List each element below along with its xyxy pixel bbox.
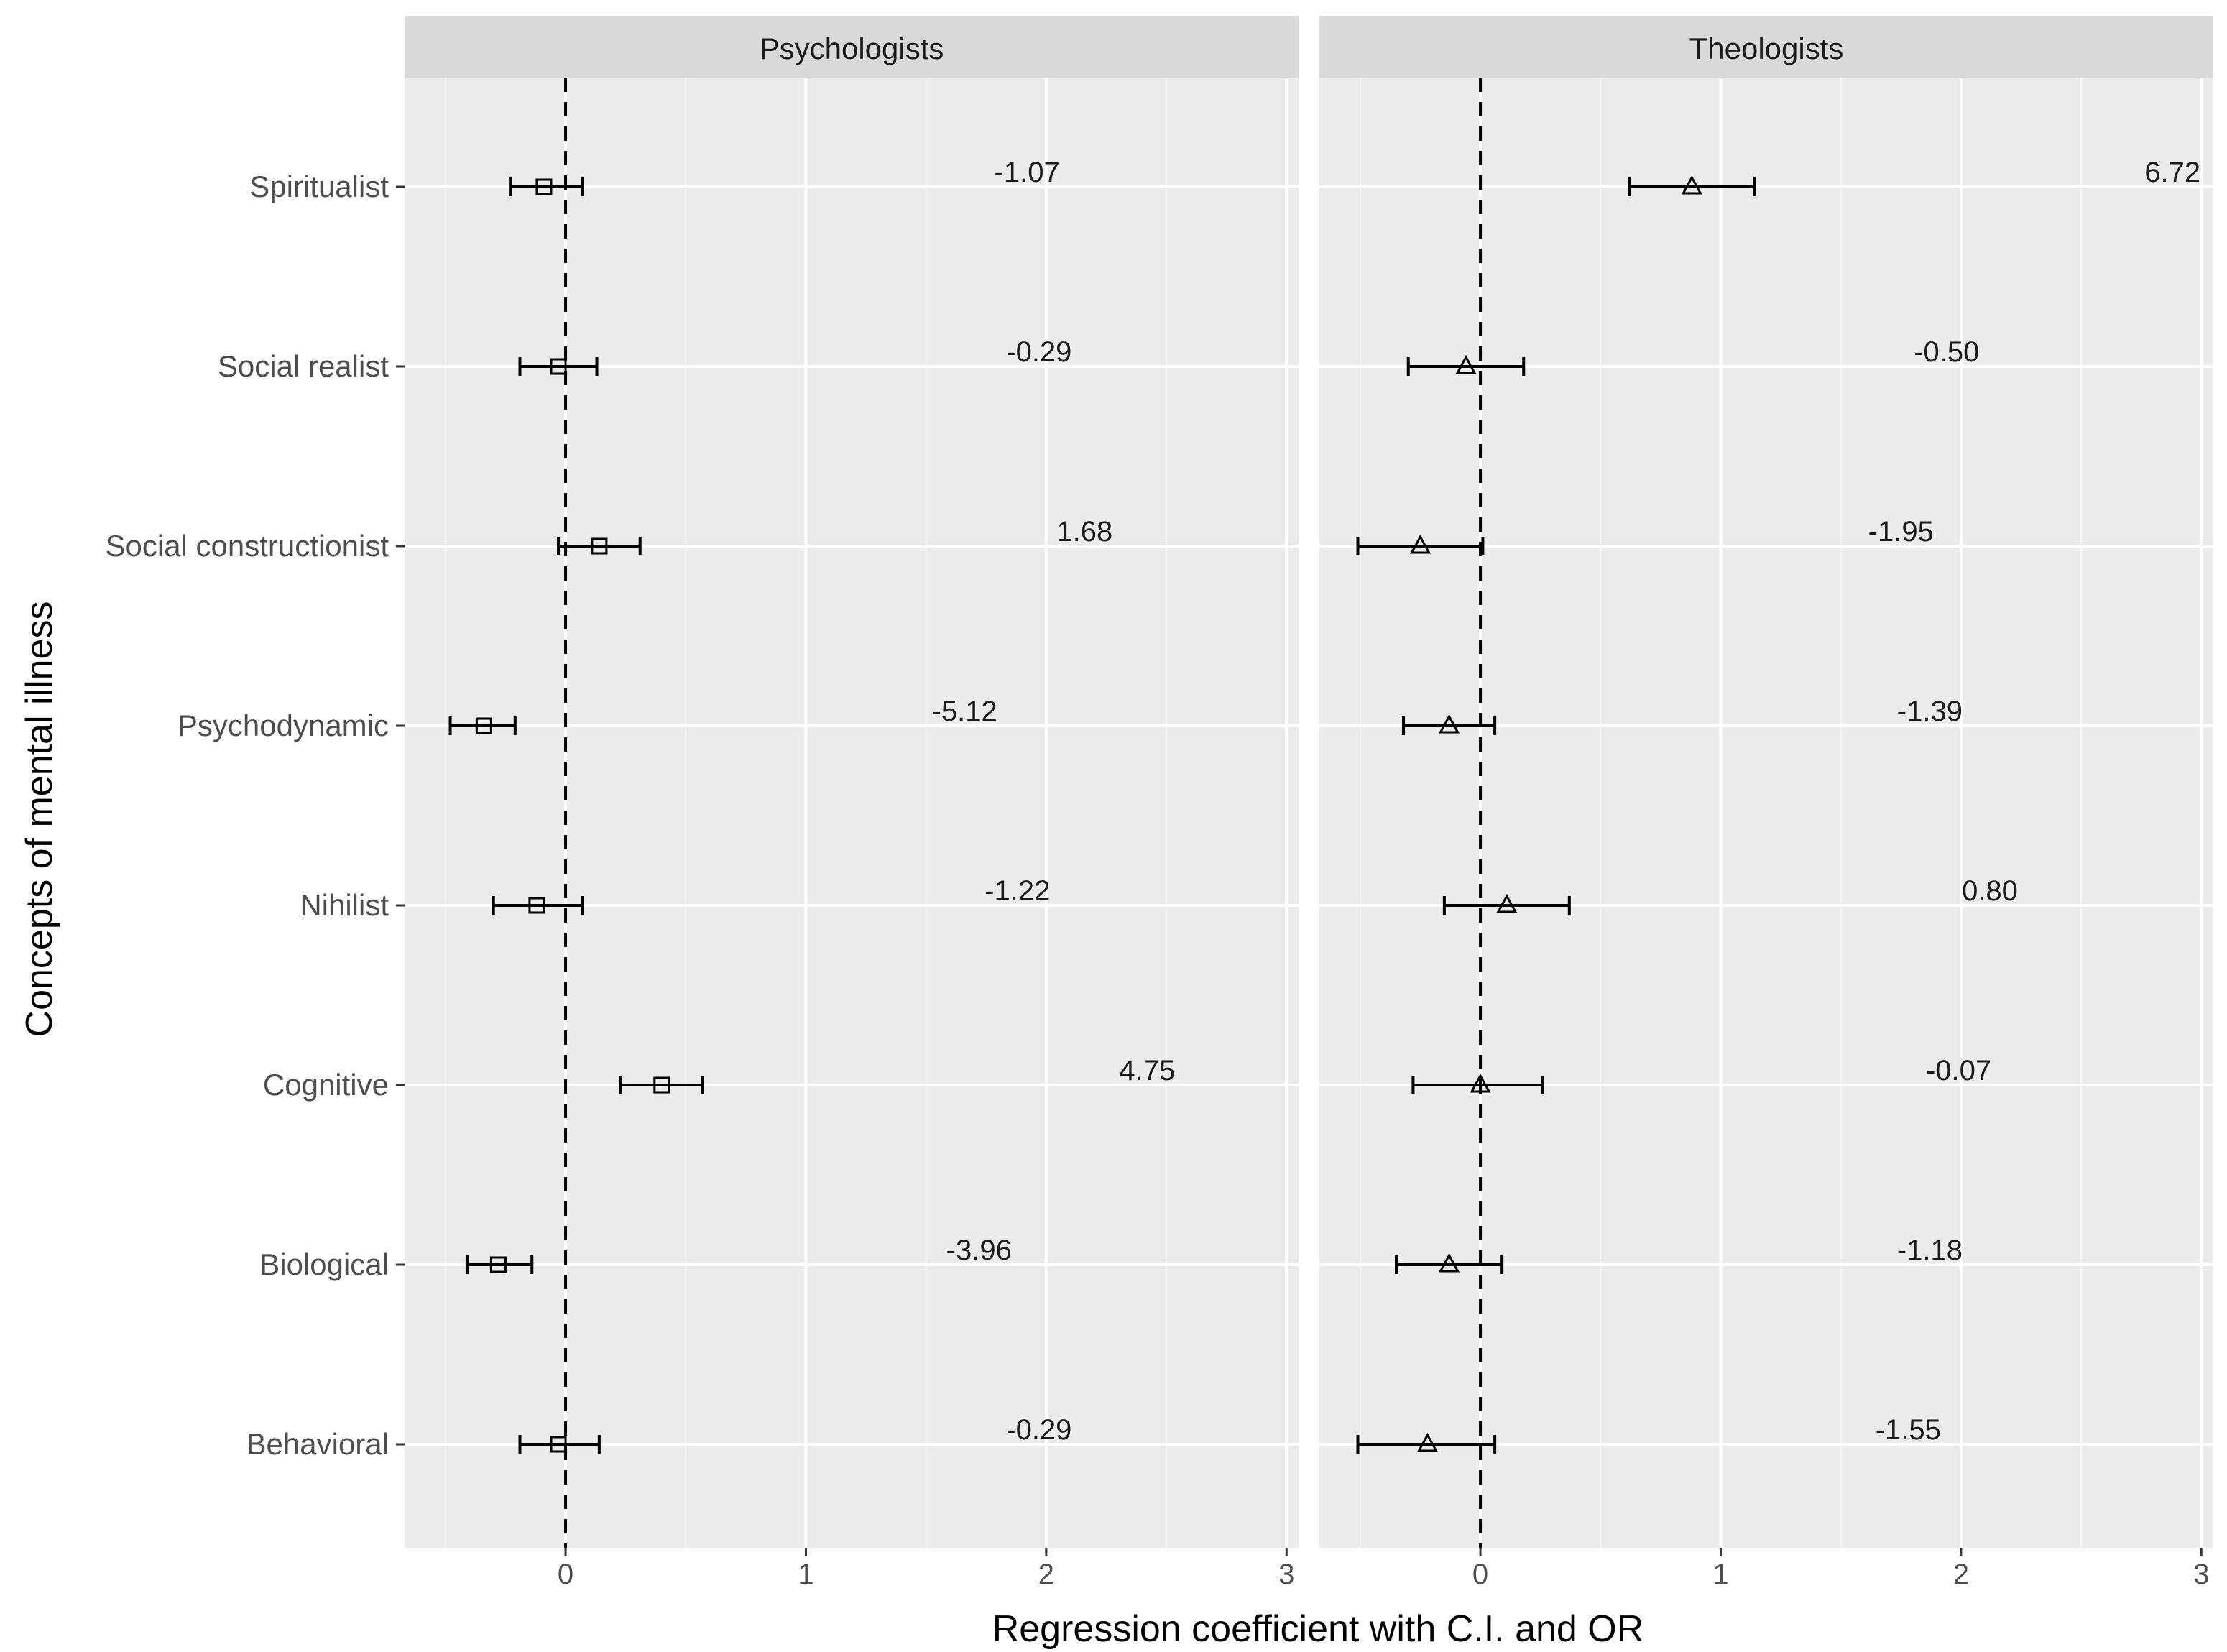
estimate-point <box>1409 534 1431 554</box>
estimate-point <box>1681 175 1702 195</box>
estimate-point <box>535 178 553 195</box>
category-label: Cognitive <box>263 1068 389 1102</box>
estimate-point <box>1439 714 1460 734</box>
category-label: Spiritualist <box>249 170 389 203</box>
or-label: -0.29 <box>1006 336 1071 368</box>
x-tick-label: 0 <box>558 1559 573 1590</box>
category-label: Nihilist <box>300 888 389 922</box>
or-label: 6.72 <box>2144 157 2200 188</box>
estimate-point <box>1470 1073 1491 1093</box>
estimate-point <box>1439 1252 1460 1273</box>
or-label: -0.07 <box>1926 1055 1991 1086</box>
or-label: -3.96 <box>946 1235 1012 1266</box>
or-label: -1.22 <box>985 875 1050 907</box>
estimate-point <box>489 1256 507 1273</box>
x-tick-label: 3 <box>2193 1559 2209 1590</box>
category-label: Biological <box>259 1247 389 1281</box>
or-label: -1.18 <box>1897 1235 1963 1266</box>
y-axis: Spiritualist Social realist Social constru… <box>105 170 405 1461</box>
category-label: Social constructionist <box>105 529 389 563</box>
estimate-point <box>550 358 567 375</box>
panel-title: Psychologists <box>760 32 944 65</box>
estimate-point <box>653 1076 670 1094</box>
or-label: -0.29 <box>1006 1414 1071 1446</box>
plot-background <box>405 78 1299 1548</box>
estimate-point <box>591 537 608 555</box>
category-label: Social realist <box>218 349 389 383</box>
x-tick-label: 2 <box>1038 1559 1054 1590</box>
panel-strip <box>1319 16 2213 78</box>
estimate-point <box>1416 1432 1439 1452</box>
panel-theologists: Theologists 6.72 -0.50 -1.95 -1.39 0.80 -0.07 -… <box>1319 16 2213 1590</box>
x-tick-label: 2 <box>1953 1559 1969 1590</box>
panel-strip <box>405 16 1299 78</box>
panel-psychologists: Psychologists -1.07 -0.29 1.68 -5.12 -1.22 4.7… <box>405 16 1299 1590</box>
x-tick-label: 3 <box>1278 1559 1294 1590</box>
estimate-point <box>475 717 492 734</box>
estimate-point <box>1496 893 1518 913</box>
or-label: 1.68 <box>1056 516 1112 548</box>
x-tick-label: 1 <box>1712 1559 1728 1590</box>
estimate-point <box>550 1436 567 1453</box>
or-label: 4.75 <box>1119 1055 1175 1086</box>
or-label: -1.07 <box>995 157 1060 188</box>
or-label: -1.95 <box>1868 516 1934 548</box>
or-label: -1.55 <box>1876 1414 1941 1446</box>
or-label: -5.12 <box>932 696 997 727</box>
or-label: -0.50 <box>1914 336 1979 368</box>
or-label: 0.80 <box>1962 875 2018 907</box>
x-tick-label: 0 <box>1472 1559 1488 1590</box>
estimate-point <box>1455 354 1477 374</box>
estimate-point <box>528 897 545 914</box>
x-tick-label: 1 <box>798 1559 813 1590</box>
x-axis-title: Regression coefficient with C.I. and OR <box>992 1608 1644 1650</box>
category-label: Behavioral <box>246 1427 389 1461</box>
panel-title: Theologists <box>1689 32 1844 65</box>
plot-background <box>1319 78 2213 1548</box>
or-label: -1.39 <box>1897 696 1963 727</box>
y-axis-title: Concepts of mental illness <box>19 601 60 1038</box>
category-label: Psychodynamic <box>177 709 389 742</box>
